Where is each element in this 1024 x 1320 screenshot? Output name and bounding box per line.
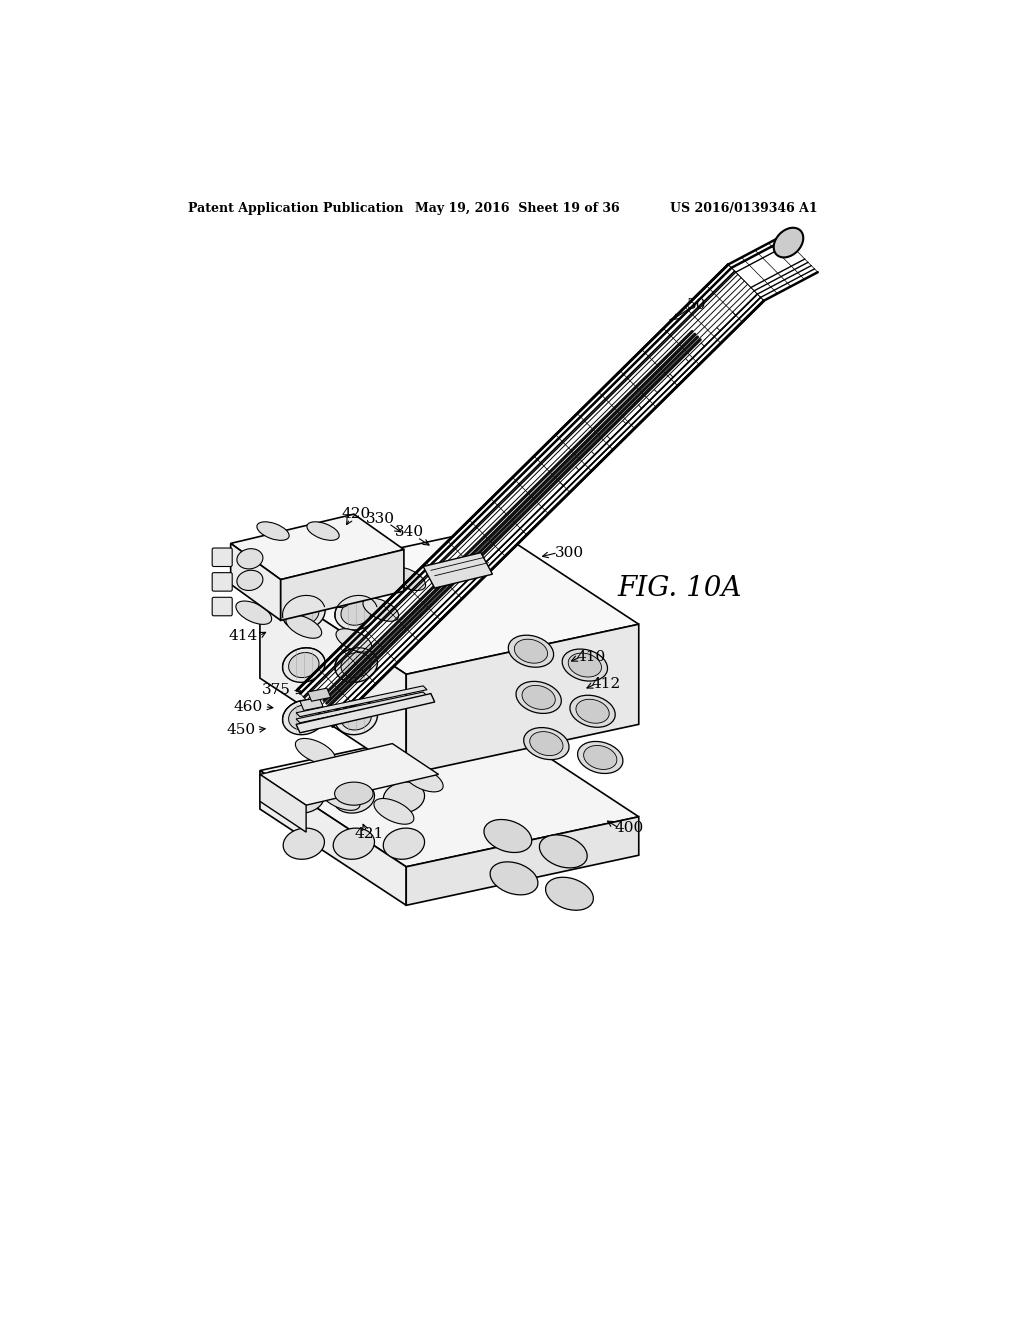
Polygon shape [260, 528, 639, 675]
Text: 414: 414 [228, 628, 258, 643]
Text: 421: 421 [354, 826, 384, 841]
Ellipse shape [774, 228, 803, 257]
Ellipse shape [540, 834, 587, 869]
Ellipse shape [257, 521, 289, 540]
Text: 400: 400 [614, 821, 644, 836]
Polygon shape [297, 264, 764, 726]
Ellipse shape [286, 615, 322, 639]
Ellipse shape [529, 731, 563, 755]
Ellipse shape [321, 784, 360, 810]
Text: 410: 410 [577, 649, 605, 664]
Ellipse shape [333, 828, 375, 859]
Ellipse shape [514, 639, 548, 663]
Ellipse shape [290, 540, 326, 562]
Ellipse shape [570, 696, 615, 727]
Ellipse shape [283, 700, 325, 735]
Ellipse shape [390, 568, 426, 590]
Polygon shape [423, 553, 493, 589]
Ellipse shape [289, 601, 319, 626]
Polygon shape [260, 743, 438, 805]
Ellipse shape [335, 700, 378, 735]
Polygon shape [296, 693, 435, 733]
Ellipse shape [362, 598, 398, 622]
Ellipse shape [313, 583, 348, 607]
Text: 50: 50 [687, 298, 707, 312]
Polygon shape [230, 544, 281, 620]
Ellipse shape [341, 652, 372, 677]
Ellipse shape [307, 521, 339, 540]
Ellipse shape [568, 653, 601, 677]
Text: 340: 340 [394, 525, 424, 539]
Polygon shape [260, 578, 407, 775]
Ellipse shape [284, 828, 325, 859]
Polygon shape [260, 771, 407, 906]
Text: FIG. 10A: FIG. 10A [617, 574, 741, 602]
Ellipse shape [522, 685, 555, 709]
Ellipse shape [266, 771, 306, 796]
Ellipse shape [578, 742, 623, 774]
Ellipse shape [236, 601, 271, 624]
Ellipse shape [546, 878, 593, 911]
Ellipse shape [584, 746, 616, 770]
Ellipse shape [484, 820, 531, 853]
Ellipse shape [523, 727, 569, 759]
Text: 460: 460 [233, 700, 263, 714]
Ellipse shape [283, 595, 325, 630]
FancyBboxPatch shape [212, 548, 232, 566]
Polygon shape [260, 775, 306, 832]
Polygon shape [407, 817, 639, 906]
Ellipse shape [335, 781, 373, 805]
Polygon shape [296, 692, 427, 723]
Ellipse shape [289, 705, 319, 730]
Polygon shape [260, 721, 639, 867]
Ellipse shape [284, 781, 325, 813]
Polygon shape [407, 624, 639, 775]
Polygon shape [296, 686, 427, 717]
Text: 330: 330 [367, 512, 395, 525]
Ellipse shape [283, 648, 325, 682]
Ellipse shape [237, 570, 263, 590]
Ellipse shape [333, 781, 375, 813]
Ellipse shape [341, 705, 372, 730]
Ellipse shape [374, 799, 414, 824]
Text: Patent Application Publication: Patent Application Publication [188, 202, 403, 215]
Text: 450: 450 [226, 723, 255, 737]
Text: 420: 420 [342, 507, 371, 521]
Ellipse shape [383, 781, 425, 813]
Polygon shape [300, 697, 323, 710]
Text: US 2016/0139346 A1: US 2016/0139346 A1 [670, 202, 817, 215]
Ellipse shape [516, 681, 561, 713]
Polygon shape [307, 688, 331, 701]
FancyBboxPatch shape [212, 573, 232, 591]
Ellipse shape [263, 570, 299, 594]
Ellipse shape [295, 738, 335, 764]
Text: 300: 300 [555, 545, 584, 560]
Ellipse shape [335, 595, 378, 630]
Ellipse shape [349, 752, 389, 777]
Text: 375: 375 [262, 682, 291, 697]
Ellipse shape [289, 652, 319, 677]
Ellipse shape [383, 828, 425, 859]
Ellipse shape [403, 766, 443, 792]
Text: 412: 412 [592, 677, 621, 690]
Ellipse shape [575, 700, 609, 723]
Ellipse shape [562, 649, 607, 681]
Text: May 19, 2016  Sheet 19 of 36: May 19, 2016 Sheet 19 of 36 [416, 202, 621, 215]
Polygon shape [281, 549, 403, 620]
FancyBboxPatch shape [212, 598, 232, 615]
Polygon shape [230, 515, 403, 579]
Ellipse shape [490, 862, 538, 895]
Ellipse shape [237, 549, 263, 569]
Ellipse shape [336, 628, 372, 652]
Ellipse shape [341, 601, 372, 626]
Ellipse shape [335, 648, 378, 682]
Ellipse shape [508, 635, 554, 667]
Ellipse shape [340, 553, 376, 577]
